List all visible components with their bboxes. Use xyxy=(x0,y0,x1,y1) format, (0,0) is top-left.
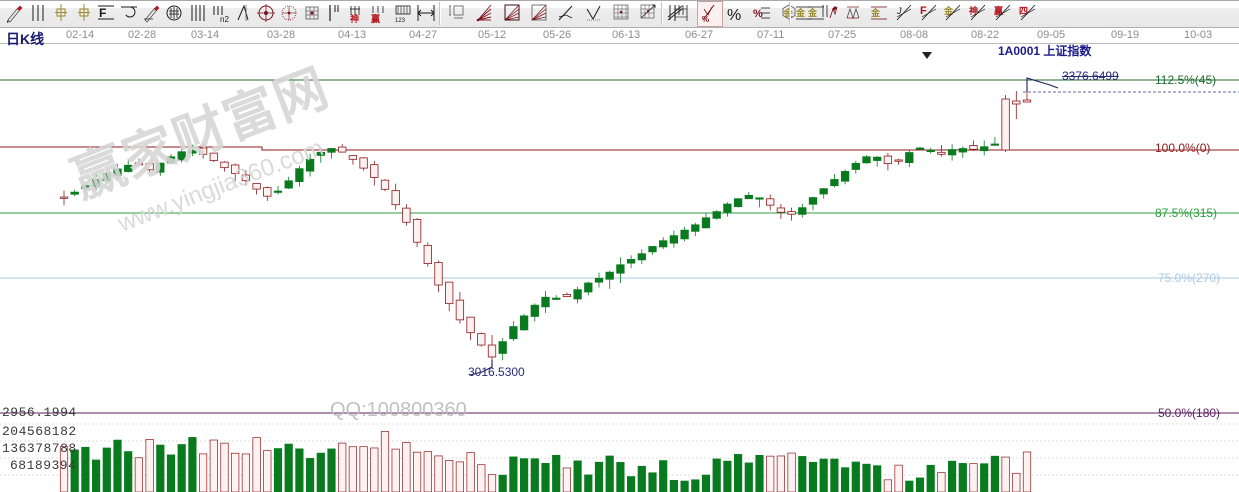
svg-text:神: 神 xyxy=(350,13,359,24)
svg-text:F: F xyxy=(99,6,106,20)
svg-text:%: % xyxy=(727,7,741,24)
svg-text:金: 金 xyxy=(870,7,881,18)
svg-text:%: % xyxy=(702,15,709,24)
svg-text:n2: n2 xyxy=(220,15,229,24)
svg-text:金: 金 xyxy=(782,7,793,18)
svg-text:金: 金 xyxy=(795,7,806,18)
svg-text:金: 金 xyxy=(943,5,954,16)
